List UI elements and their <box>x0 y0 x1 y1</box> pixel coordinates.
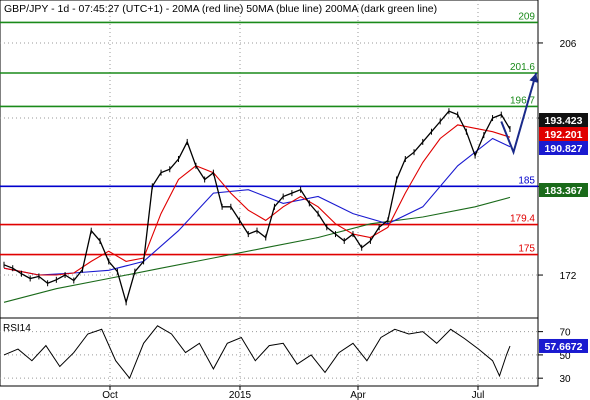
price-tag-price <box>539 113 588 127</box>
rsi-tick-label: 50 <box>559 351 571 362</box>
series-ma200 <box>3 196 511 303</box>
level-label-175: 175 <box>518 244 535 255</box>
level-label-209: 209 <box>518 11 535 22</box>
horizontal-levels: 209 201.6 196.7 185 179.4 175 <box>0 11 538 256</box>
price-tag-label: 193.423 <box>545 115 583 127</box>
price-tag-label: 190.827 <box>545 143 583 155</box>
x-tick-label: Apr <box>350 390 366 400</box>
series-lines <box>3 108 511 306</box>
price-tag-ma50 <box>539 141 588 155</box>
level-label-179.4: 179.4 <box>510 214 535 225</box>
rsi-title: RSI14 <box>3 323 31 334</box>
price-tag-ma200 <box>539 183 588 197</box>
level-label-196.7: 196.7 <box>510 95 535 106</box>
x-axis-ticks: Oct 2015 Apr Jul <box>102 386 484 400</box>
forecast-arrow <box>500 72 539 156</box>
rsi-line <box>3 325 511 380</box>
rsi-value-tag <box>539 338 588 353</box>
y-tick-label: 206 <box>560 39 577 50</box>
x-tick-label: 2015 <box>229 390 252 400</box>
series-ma20 <box>3 124 511 276</box>
forecast-arrow-head <box>529 72 539 83</box>
rsi-series <box>3 325 511 380</box>
series-ma50 <box>3 137 511 276</box>
x-tick-label: Oct <box>102 390 118 400</box>
level-label-185: 185 <box>518 175 535 186</box>
level-label-201.6: 201.6 <box>510 62 535 73</box>
rsi-tick-label: 30 <box>559 374 571 385</box>
forecast-arrow-line <box>500 72 538 156</box>
rsi-value-label: 57.6672 <box>545 341 583 353</box>
rsi-tick-label: 70 <box>559 328 571 339</box>
y-tick-label: 172 <box>560 271 577 282</box>
price-tags: 193.423 192.201 190.827 183.367 57.6672 <box>539 113 588 353</box>
rsi-panel <box>0 317 539 387</box>
price-tag-ma20 <box>539 127 588 141</box>
x-tick-label: Jul <box>472 390 485 400</box>
price-panel <box>0 0 539 319</box>
price-tag-label: 192.201 <box>545 129 583 141</box>
y-axis-ticks: 172185195206305070 <box>538 39 577 385</box>
chart-title: GBP/JPY - 1d - 07:45:27 (UTC+1) - 20MA (… <box>4 3 437 15</box>
price-tag-label: 183.367 <box>545 185 583 197</box>
